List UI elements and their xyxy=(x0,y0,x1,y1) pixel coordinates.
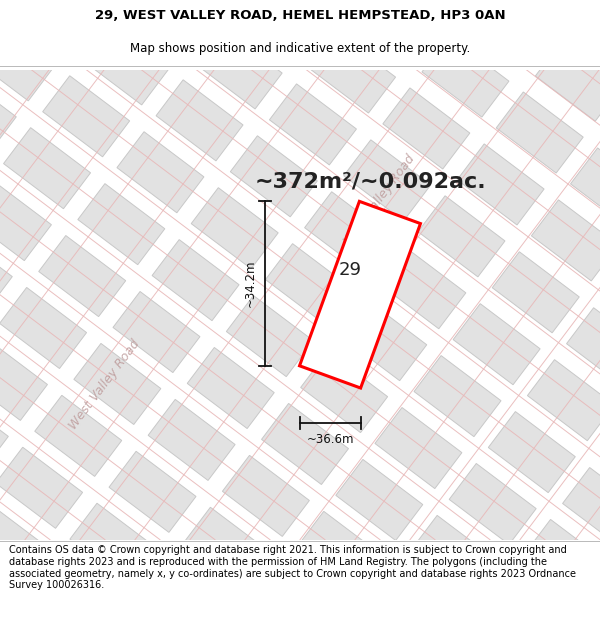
Text: 29: 29 xyxy=(338,261,361,279)
Polygon shape xyxy=(0,72,16,152)
Polygon shape xyxy=(484,571,571,625)
Polygon shape xyxy=(449,464,536,544)
Polygon shape xyxy=(296,511,383,592)
Polygon shape xyxy=(0,179,52,261)
Text: ~372m²/~0.092ac.: ~372m²/~0.092ac. xyxy=(254,172,486,192)
Polygon shape xyxy=(105,611,192,625)
Polygon shape xyxy=(226,296,313,377)
Polygon shape xyxy=(535,40,600,121)
Polygon shape xyxy=(0,448,83,528)
Polygon shape xyxy=(598,576,600,625)
Polygon shape xyxy=(371,568,458,625)
Polygon shape xyxy=(418,196,505,277)
Polygon shape xyxy=(43,76,130,157)
Polygon shape xyxy=(340,299,427,381)
Polygon shape xyxy=(195,28,282,109)
Polygon shape xyxy=(461,0,548,65)
Polygon shape xyxy=(379,248,466,329)
Polygon shape xyxy=(74,343,161,424)
Polygon shape xyxy=(0,231,12,312)
Polygon shape xyxy=(457,144,544,225)
Polygon shape xyxy=(70,503,157,584)
Polygon shape xyxy=(82,24,169,105)
Polygon shape xyxy=(0,339,47,421)
Polygon shape xyxy=(0,607,79,625)
Polygon shape xyxy=(223,456,310,536)
Polygon shape xyxy=(78,184,165,265)
Polygon shape xyxy=(274,0,361,5)
Polygon shape xyxy=(0,551,4,625)
Polygon shape xyxy=(257,563,344,625)
Polygon shape xyxy=(571,148,600,229)
Polygon shape xyxy=(523,519,600,601)
Polygon shape xyxy=(305,192,392,273)
Polygon shape xyxy=(156,80,243,161)
Polygon shape xyxy=(191,188,278,269)
Polygon shape xyxy=(121,0,208,53)
Polygon shape xyxy=(187,348,274,429)
Polygon shape xyxy=(344,140,431,221)
Polygon shape xyxy=(113,291,200,372)
Polygon shape xyxy=(496,92,583,173)
Polygon shape xyxy=(35,396,122,476)
Polygon shape xyxy=(414,356,501,437)
Text: 29, WEST VALLEY ROAD, HEMEL HEMPSTEAD, HP3 0AN: 29, WEST VALLEY ROAD, HEMEL HEMPSTEAD, H… xyxy=(95,9,505,22)
Polygon shape xyxy=(453,304,540,385)
Polygon shape xyxy=(218,615,305,625)
Polygon shape xyxy=(422,36,509,117)
Polygon shape xyxy=(492,252,579,333)
Text: ~34.2m: ~34.2m xyxy=(244,260,257,308)
Polygon shape xyxy=(183,508,270,588)
Polygon shape xyxy=(152,239,239,321)
Polygon shape xyxy=(308,32,395,113)
Polygon shape xyxy=(347,0,434,61)
Polygon shape xyxy=(0,499,43,580)
Polygon shape xyxy=(234,0,321,57)
Polygon shape xyxy=(31,555,118,625)
Polygon shape xyxy=(230,136,317,217)
Polygon shape xyxy=(117,132,204,212)
Polygon shape xyxy=(4,127,91,209)
Polygon shape xyxy=(0,391,8,472)
Polygon shape xyxy=(375,408,462,489)
Text: ~36.6m: ~36.6m xyxy=(307,432,354,446)
Polygon shape xyxy=(336,459,423,541)
Text: Map shows position and indicative extent of the property.: Map shows position and indicative extent… xyxy=(130,42,470,54)
Polygon shape xyxy=(566,308,600,389)
Polygon shape xyxy=(269,84,356,165)
Polygon shape xyxy=(301,351,388,432)
Polygon shape xyxy=(0,288,86,369)
Polygon shape xyxy=(532,200,600,281)
Polygon shape xyxy=(265,244,352,325)
Text: West Valley Road: West Valley Road xyxy=(67,338,143,432)
Polygon shape xyxy=(0,20,55,101)
Polygon shape xyxy=(527,359,600,441)
Polygon shape xyxy=(563,468,600,549)
Polygon shape xyxy=(500,0,587,13)
Polygon shape xyxy=(262,404,349,484)
Polygon shape xyxy=(574,0,600,69)
Polygon shape xyxy=(148,399,235,481)
Polygon shape xyxy=(387,0,474,9)
Polygon shape xyxy=(144,559,231,625)
Polygon shape xyxy=(160,0,247,1)
Text: West Valley Road: West Valley Road xyxy=(342,152,418,247)
Polygon shape xyxy=(410,516,497,596)
Polygon shape xyxy=(383,88,470,169)
Polygon shape xyxy=(299,201,421,388)
Polygon shape xyxy=(39,236,125,317)
Polygon shape xyxy=(109,451,196,532)
Text: Contains OS data © Crown copyright and database right 2021. This information is : Contains OS data © Crown copyright and d… xyxy=(9,545,576,590)
Polygon shape xyxy=(8,0,94,49)
Polygon shape xyxy=(488,411,575,492)
